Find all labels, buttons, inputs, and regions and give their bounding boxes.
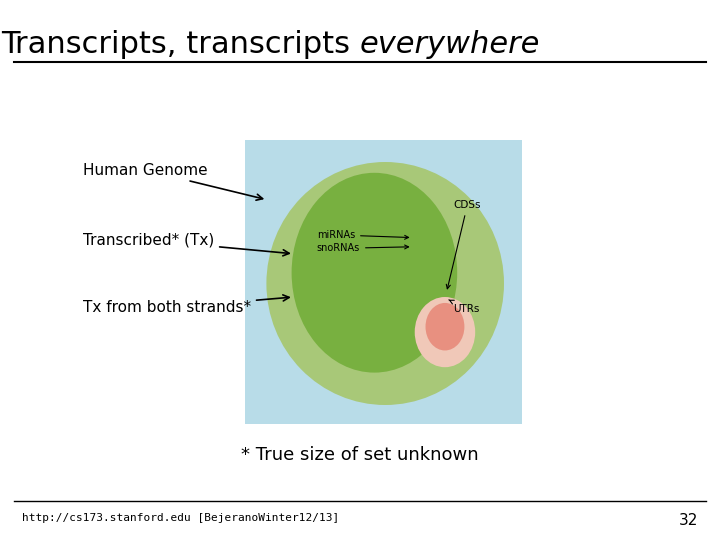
Ellipse shape <box>426 303 464 350</box>
Text: http://cs173.stanford.edu [BejeranoWinter12/13]: http://cs173.stanford.edu [BejeranoWinte… <box>22 513 339 523</box>
Text: snoRNAs: snoRNAs <box>317 244 408 253</box>
Text: CDSs: CDSs <box>446 200 481 289</box>
Text: * True size of set unknown: * True size of set unknown <box>241 446 479 463</box>
Ellipse shape <box>415 297 475 367</box>
Text: Tx from both strands*: Tx from both strands* <box>83 295 289 315</box>
Text: miRNAs: miRNAs <box>317 230 408 240</box>
Text: 32: 32 <box>679 513 698 528</box>
Text: Transcripts, transcripts: Transcripts, transcripts <box>1 30 360 59</box>
Ellipse shape <box>292 173 457 373</box>
Text: Transcribed* (Tx): Transcribed* (Tx) <box>83 233 289 256</box>
FancyBboxPatch shape <box>245 140 522 424</box>
Text: Human Genome: Human Genome <box>83 163 263 200</box>
Text: UTRs: UTRs <box>449 300 480 314</box>
Text: everywhere: everywhere <box>360 30 541 59</box>
Ellipse shape <box>266 162 504 405</box>
